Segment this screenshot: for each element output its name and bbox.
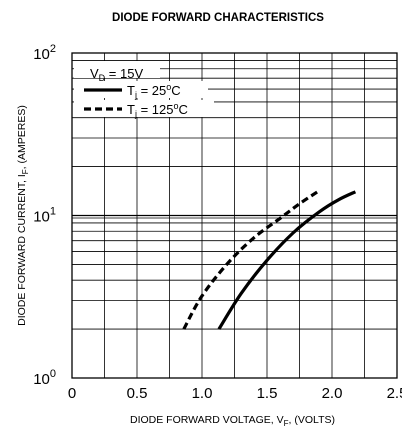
x-tick-label: 0.5 (127, 385, 148, 402)
x-tick-label: 1.5 (257, 385, 278, 402)
legend-background (74, 81, 208, 98)
y-tick-label: 101 (33, 206, 56, 226)
x-axis-label: DIODE FORWARD VOLTAGE, VF, (VOLTS) (130, 414, 335, 428)
x-tick-label: 2.5 (387, 385, 402, 402)
series-line-25c (217, 190, 357, 330)
plot-frame (71, 52, 398, 379)
y-tick-label: 102 (33, 43, 56, 63)
series (182, 189, 357, 330)
tick-labels: 0 0.5 1.0 1.5 2.0 2.5 100 101 102 (33, 43, 402, 402)
x-tick-label: 0 (68, 385, 76, 402)
series-line-125c (182, 189, 320, 330)
legend-label: Tj = 25oC (127, 82, 181, 100)
y-axis-label: DIODE FORWARD CURRENT, IF, (AMPERES) (16, 105, 30, 326)
chart-title: DIODE FORWARD CHARACTERISTICS (112, 12, 324, 24)
grid (72, 53, 397, 378)
legend-background (74, 100, 214, 117)
test-condition-label: VD = 15V (90, 66, 143, 83)
x-tick-label: 1.0 (192, 385, 213, 402)
x-tick-label: 2.0 (322, 385, 343, 402)
legend-background (74, 61, 160, 78)
legend-label: Tj = 125oC (127, 101, 188, 119)
y-tick-label: 100 (33, 368, 56, 388)
